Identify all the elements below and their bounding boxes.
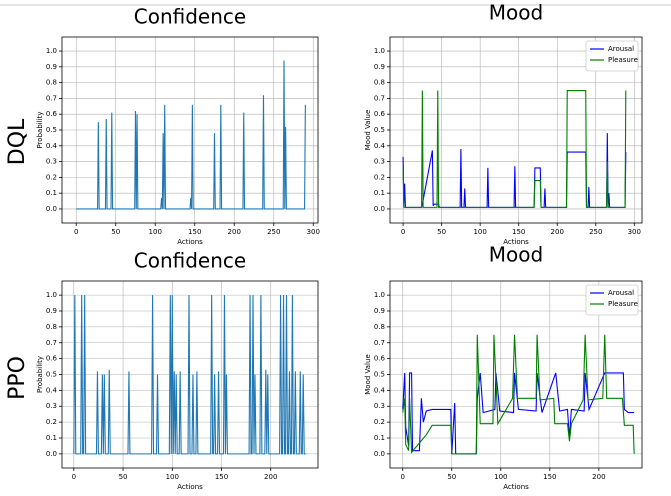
x-tick-label: 300: [628, 228, 641, 236]
y-tick-label: 0.3: [374, 158, 385, 166]
y-tick-label: 0.5: [374, 126, 385, 134]
x-tick-label: 50: [437, 228, 446, 236]
plot-frame: [61, 280, 319, 469]
x-tick-label: 150: [543, 473, 556, 481]
y-tick-label: 0.6: [374, 110, 386, 118]
plot-frame: [61, 36, 319, 224]
x-tick-label: 150: [512, 228, 525, 236]
x-tick-label: 100: [149, 228, 162, 236]
y-tick-label: 0.5: [374, 371, 385, 379]
data-line: [402, 372, 635, 455]
y-tick-label: 0.0: [374, 450, 385, 458]
y-tick-label: 0.6: [374, 355, 386, 363]
y-tick-label: 0.1: [46, 434, 57, 442]
y-tick-label: 0.2: [46, 173, 57, 181]
y-tick-label: 0.3: [374, 402, 385, 410]
y-tick-label: 0.5: [46, 371, 57, 379]
y-tick-label: 0.3: [46, 158, 57, 166]
x-tick-label: 0: [74, 228, 78, 236]
y-tick-label: 0.0: [374, 205, 385, 213]
legend-label: Pleasure: [608, 300, 638, 308]
y-axis-label: Mood Value: [364, 354, 372, 395]
y-tick-label: 0.8: [46, 79, 57, 87]
y-tick-label: 0.3: [46, 402, 57, 410]
data-line: [402, 89, 627, 208]
y-tick-label: 0.7: [46, 94, 57, 102]
x-tick-label: 50: [119, 473, 128, 481]
y-tick-label: 0.8: [374, 79, 385, 87]
plot-frame: [389, 280, 643, 469]
y-tick-label: 0.8: [46, 323, 57, 331]
y-tick-label: 0.4: [46, 142, 58, 150]
y-tick-label: 0.9: [374, 63, 385, 71]
legend-label: Pleasure: [608, 56, 638, 64]
y-tick-label: 0.7: [374, 339, 385, 347]
y-tick-label: 0.1: [374, 434, 385, 442]
y-tick-label: 0.2: [374, 418, 385, 426]
x-tick-label: 50: [111, 228, 120, 236]
x-axis-label: Actions: [177, 483, 203, 491]
chart-title: Confidence: [134, 5, 246, 29]
y-tick-label: 1.0: [374, 291, 385, 299]
y-tick-label: 1.0: [374, 47, 385, 55]
y-tick-label: 0.0: [46, 205, 57, 213]
y-tick-label: 0.2: [46, 418, 57, 426]
y-axis-label: Probability: [36, 111, 44, 148]
y-tick-label: 0.5: [46, 126, 57, 134]
chart-title: Mood: [489, 243, 543, 267]
x-tick-label: 200: [592, 473, 605, 481]
plot-frame: [389, 36, 643, 224]
x-tick-label: 150: [215, 473, 228, 481]
y-tick-label: 0.1: [374, 189, 385, 197]
x-tick-label: 0: [401, 473, 405, 481]
y-tick-label: 0.7: [374, 94, 385, 102]
x-axis-label: Actions: [503, 238, 529, 246]
y-tick-label: 0.4: [46, 386, 58, 394]
y-tick-label: 0.2: [374, 173, 385, 181]
y-tick-label: 0.4: [374, 386, 386, 394]
row-label: PPO: [5, 356, 30, 400]
y-tick-label: 0.9: [46, 63, 57, 71]
chart-title: Confidence: [134, 249, 246, 273]
x-tick-label: 250: [589, 228, 602, 236]
chart-title: Mood: [489, 1, 543, 25]
y-tick-label: 0.9: [46, 307, 57, 315]
x-tick-label: 250: [267, 228, 280, 236]
x-axis-label: Actions: [503, 483, 529, 491]
x-tick-label: 50: [447, 473, 456, 481]
data-line: [73, 295, 307, 455]
data-line: [402, 334, 635, 455]
y-tick-label: 0.7: [46, 339, 57, 347]
x-tick-label: 300: [307, 228, 320, 236]
row-label: DQL: [5, 118, 30, 165]
legend-label: Arousal: [608, 289, 634, 297]
x-tick-label: 200: [264, 473, 277, 481]
x-tick-label: 100: [473, 228, 486, 236]
y-tick-label: 1.0: [46, 47, 57, 55]
x-axis-label: Actions: [177, 238, 203, 246]
data-line: [402, 133, 627, 208]
y-tick-label: 1.0: [46, 291, 57, 299]
x-tick-label: 0: [72, 473, 76, 481]
x-tick-label: 100: [166, 473, 179, 481]
y-tick-label: 0.1: [46, 189, 57, 197]
y-tick-label: 0.8: [374, 323, 385, 331]
y-tick-label: 0.6: [46, 110, 58, 118]
y-axis-label: Mood Value: [364, 110, 372, 151]
x-tick-label: 200: [551, 228, 564, 236]
y-tick-label: 0.9: [374, 307, 385, 315]
y-tick-label: 0.0: [46, 450, 57, 458]
x-tick-label: 100: [494, 473, 507, 481]
x-tick-label: 200: [228, 228, 241, 236]
x-tick-label: 150: [188, 228, 201, 236]
legend-label: Arousal: [608, 45, 634, 53]
y-axis-label: Probability: [36, 356, 44, 393]
y-tick-label: 0.4: [374, 142, 386, 150]
y-tick-label: 0.6: [46, 355, 58, 363]
x-tick-label: 0: [401, 228, 405, 236]
data-line: [76, 60, 306, 210]
